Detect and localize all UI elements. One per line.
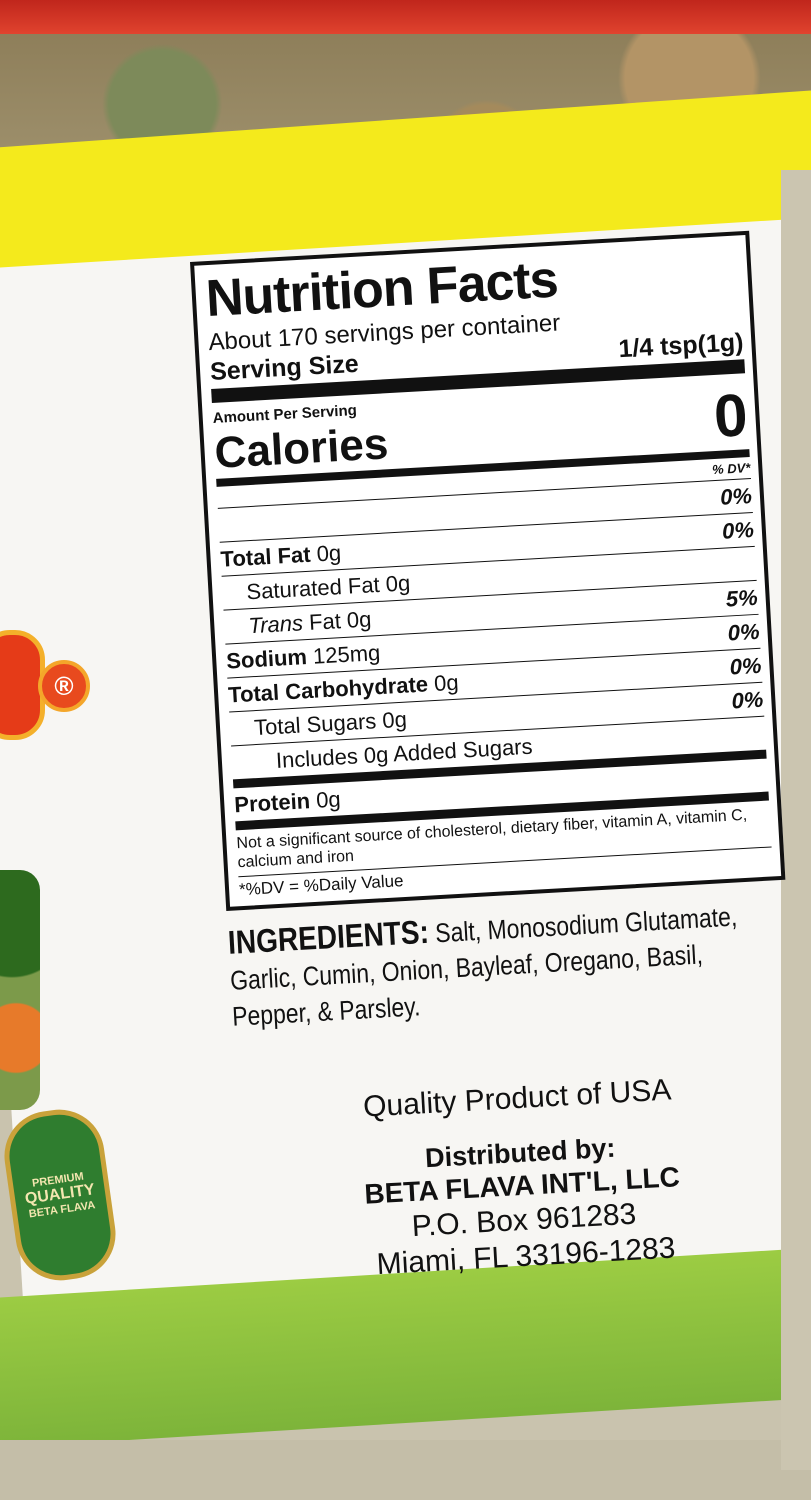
herb-illustration [0,870,40,1110]
ingredients: INGREDIENTS: Salt, Monosodium Glutamate,… [227,894,785,1035]
nutrient-dv: 0% [721,516,755,544]
nutrient-dv [767,759,769,792]
ingredients-label: INGREDIENTS: [227,912,430,961]
jar-lid-rim [0,0,811,34]
nutrient-label: Total Fat 0g [219,540,342,572]
nutrient-dv: 0% [730,686,764,714]
calories-label: Calories [213,419,390,478]
nutrient-label: Protein 0g [233,786,342,818]
nutrient-amount: 125mg [312,640,381,669]
nutrient-amount: 0g [315,786,342,813]
jar-edge [781,170,811,1470]
nutrient-label [218,509,220,542]
spice-contents-bottom [0,1440,811,1500]
distribution-info: Quality Product of USA Distributed by: B… [237,1065,807,1290]
origin: Quality Product of USA [362,1073,673,1124]
registered-mark: ® [38,660,90,712]
calories-value: 0 [712,381,750,450]
nutrient-dv [755,547,757,580]
calories-left: Amount Per Serving Calories [212,393,390,479]
nutrient-rows: 0% Total Fat 0g 0% Saturated Fat 0g Trans Fa… [217,479,769,831]
nutrient-dv: 0% [719,483,753,510]
nutrient-amount: 0g [315,540,342,567]
nutrition-facts-panel: Nutrition Facts About 170 servings per c… [190,230,786,911]
nutrient-amount: 0g [346,606,373,633]
nutrient-amount: 0g [433,669,460,697]
serving-size-value: 1/4 tsp(1g) [617,328,745,364]
nutrient-amount: 0g [381,706,408,733]
nutrient-dv: 0% [727,618,761,646]
label-content: Nutrition Facts About 170 servings per c… [190,230,807,1291]
nutrient-dv: 0% [728,652,763,680]
nutrient-dv [764,717,766,750]
nutrient-dv: 5% [725,584,759,612]
nutrient-amount: 0g [385,570,411,597]
